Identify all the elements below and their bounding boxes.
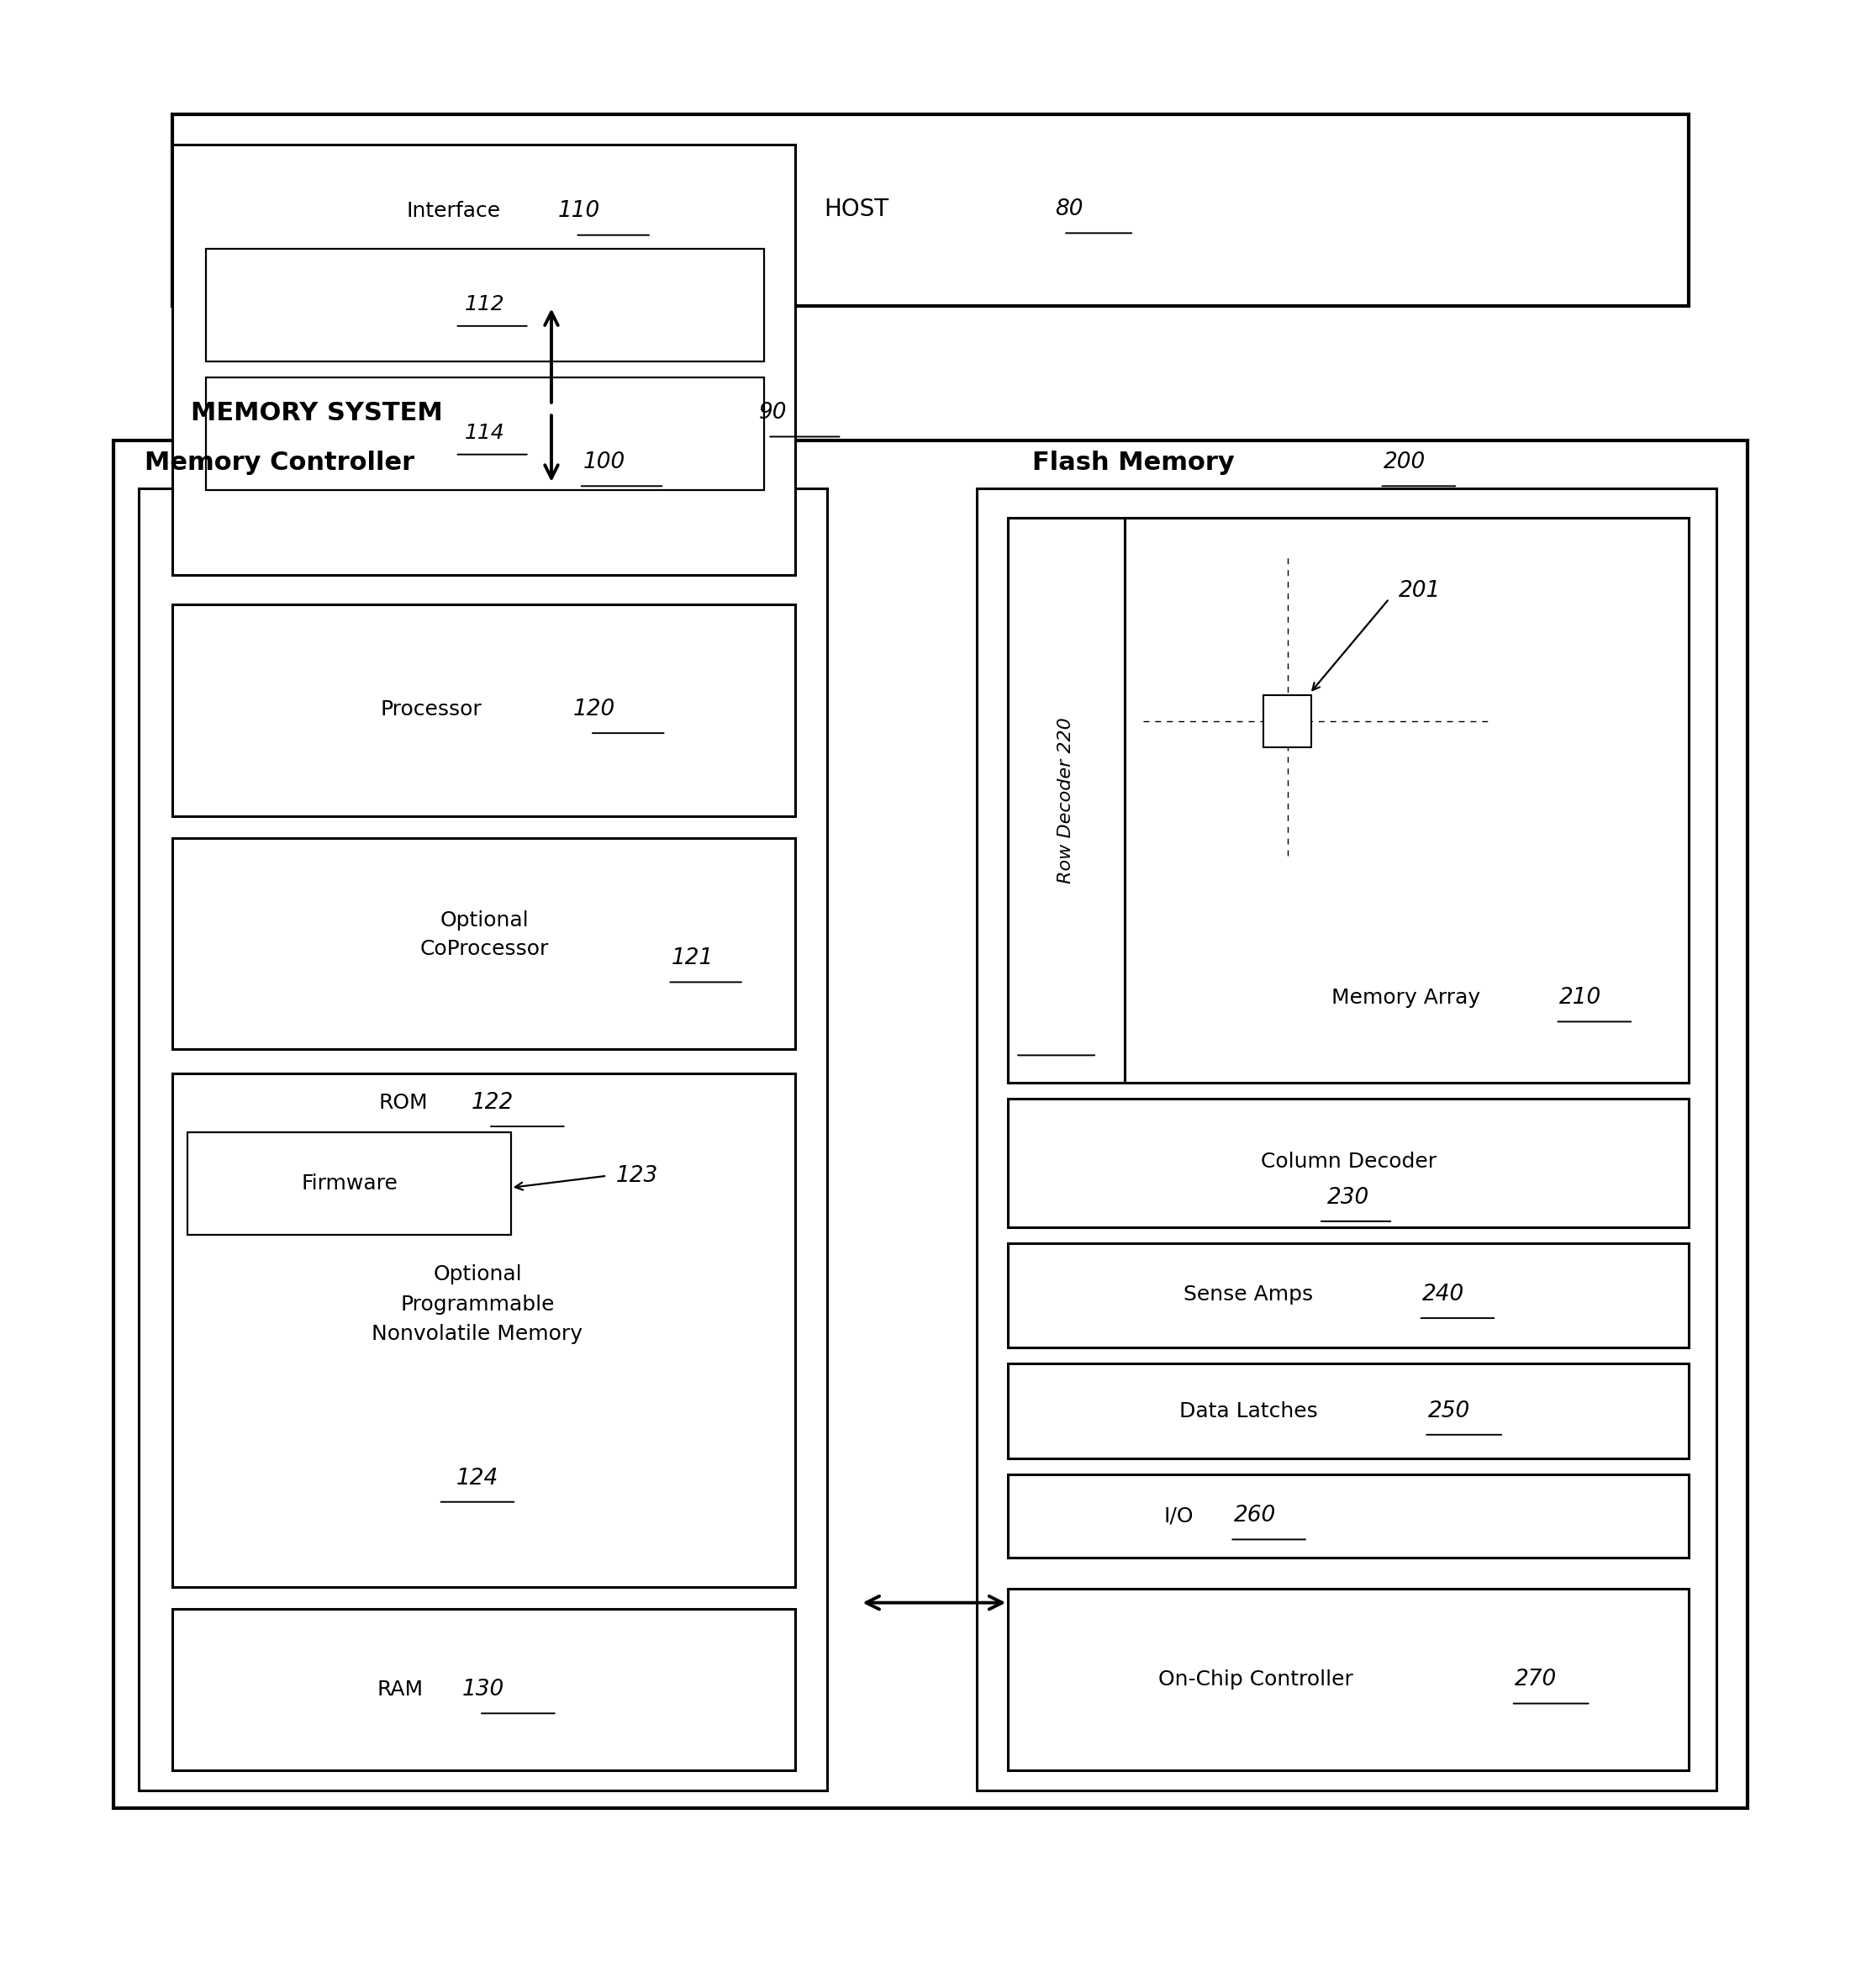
Text: 114: 114 (465, 423, 504, 443)
FancyBboxPatch shape (140, 489, 826, 1791)
Text: Firmware: Firmware (301, 1173, 398, 1195)
Text: Row Decoder 220: Row Decoder 220 (1057, 718, 1074, 883)
Text: MEMORY SYSTEM: MEMORY SYSTEM (192, 402, 443, 425)
Text: Data Latches: Data Latches (1180, 1402, 1318, 1421)
FancyBboxPatch shape (205, 378, 765, 489)
Text: Optional
CoProcessor: Optional CoProcessor (421, 911, 549, 958)
FancyBboxPatch shape (1009, 1475, 1688, 1557)
Text: On-Chip Controller: On-Chip Controller (1159, 1670, 1353, 1690)
Text: Column Decoder: Column Decoder (1260, 1151, 1437, 1173)
Text: Memory Controller: Memory Controller (145, 449, 415, 475)
Text: 130: 130 (462, 1678, 504, 1700)
FancyBboxPatch shape (1009, 517, 1124, 1083)
Text: Memory Array: Memory Array (1331, 988, 1479, 1008)
Text: Flash Memory: Flash Memory (1033, 449, 1234, 475)
Text: ROM: ROM (380, 1093, 428, 1113)
FancyBboxPatch shape (173, 604, 795, 817)
FancyBboxPatch shape (173, 145, 795, 575)
Text: 250: 250 (1427, 1400, 1470, 1421)
FancyBboxPatch shape (173, 115, 1688, 306)
Text: 124: 124 (456, 1467, 499, 1489)
FancyBboxPatch shape (1009, 1242, 1688, 1348)
Text: 112: 112 (465, 294, 504, 314)
Text: 100: 100 (582, 451, 625, 473)
FancyBboxPatch shape (173, 837, 795, 1050)
Text: 210: 210 (1560, 986, 1602, 1008)
FancyBboxPatch shape (1009, 517, 1688, 1083)
Text: 110: 110 (558, 201, 601, 223)
Text: 123: 123 (616, 1165, 659, 1187)
FancyBboxPatch shape (1009, 1588, 1688, 1771)
Text: 230: 230 (1327, 1187, 1370, 1209)
Text: 122: 122 (471, 1091, 514, 1113)
Text: 120: 120 (573, 698, 614, 720)
Text: RAM: RAM (376, 1680, 422, 1700)
FancyBboxPatch shape (188, 1133, 510, 1235)
Text: HOST: HOST (824, 197, 890, 221)
Text: 121: 121 (672, 948, 715, 970)
Text: Processor: Processor (380, 700, 482, 720)
FancyBboxPatch shape (173, 1074, 795, 1586)
FancyBboxPatch shape (205, 248, 765, 362)
Text: 270: 270 (1515, 1668, 1558, 1690)
Text: 200: 200 (1383, 451, 1426, 473)
Text: 80: 80 (1055, 199, 1083, 221)
Text: Interface: Interface (406, 201, 501, 221)
Text: Sense Amps: Sense Amps (1184, 1284, 1314, 1304)
Text: 90: 90 (759, 402, 787, 423)
FancyBboxPatch shape (1124, 517, 1688, 1083)
FancyBboxPatch shape (173, 1608, 795, 1771)
FancyBboxPatch shape (114, 441, 1747, 1809)
FancyBboxPatch shape (1009, 1364, 1688, 1459)
Text: 240: 240 (1422, 1284, 1465, 1306)
FancyBboxPatch shape (977, 489, 1716, 1791)
FancyBboxPatch shape (1009, 1099, 1688, 1227)
FancyBboxPatch shape (1264, 696, 1312, 747)
Text: I/O: I/O (1163, 1505, 1193, 1527)
Text: 260: 260 (1234, 1505, 1277, 1527)
Text: Optional
Programmable
Nonvolatile Memory: Optional Programmable Nonvolatile Memory (372, 1264, 582, 1344)
Text: 201: 201 (1398, 580, 1440, 602)
